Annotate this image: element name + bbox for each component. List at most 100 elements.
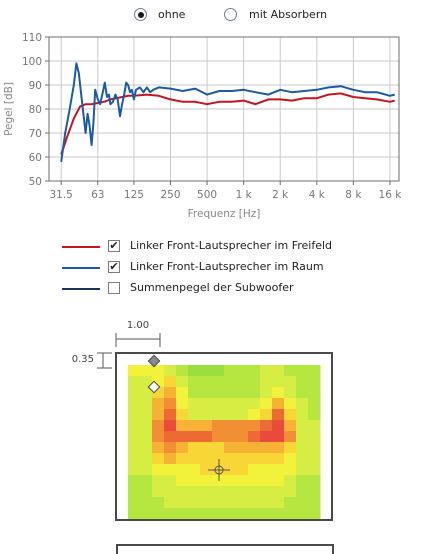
heatmap-cell: [308, 453, 321, 465]
heatmap-cell: [176, 497, 189, 509]
heatmap-cell: [212, 475, 225, 487]
heatmap-cell: [284, 475, 297, 487]
heatmap-cell: [260, 508, 273, 520]
heatmap-cell: [176, 486, 189, 498]
heatmap-cell: [248, 497, 261, 509]
heatmap-cell: [260, 475, 273, 487]
heatmap-cell: [212, 376, 225, 388]
heatmap-cell: [152, 508, 165, 520]
heatmap-cell: [296, 409, 309, 421]
heatmap-cell: [248, 475, 261, 487]
series-line-0: [60, 92, 395, 155]
heatmap-cell: [236, 409, 249, 421]
heatmap-cell: [176, 387, 189, 399]
heatmap-cell: [188, 376, 201, 388]
heatmap-cell: [308, 442, 321, 454]
plot-frame: [48, 36, 400, 182]
heatmap-cell: [128, 475, 141, 487]
heatmap-cell: [236, 508, 249, 520]
heatmap-cell: [164, 464, 177, 476]
heatmap-cell: [272, 464, 285, 476]
heatmap-cell: [164, 497, 177, 509]
heatmap-cell: [260, 387, 273, 399]
heatmap-cell: [212, 508, 225, 520]
x-tick-label: 500: [197, 189, 217, 201]
x-tick-label: 250: [160, 189, 180, 201]
heatmap-cell: [188, 497, 201, 509]
heatmap-cell: [188, 365, 201, 377]
heatmap-cell: [296, 398, 309, 410]
heatmap-cell: [260, 398, 273, 410]
heatmap-cell: [128, 453, 141, 465]
heatmap-cell: [128, 387, 141, 399]
heatmap-cell: [200, 398, 213, 410]
heatmap-cell: [200, 497, 213, 509]
radio-mit-absorbern[interactable]: [224, 8, 237, 21]
heatmap-cell: [236, 486, 249, 498]
heatmap-cell: [308, 420, 321, 432]
heatmap-cell: [236, 398, 249, 410]
heatmap-cell: [284, 464, 297, 476]
height-dimension-label: 0.35: [72, 354, 94, 365]
heatmap-cell: [164, 365, 177, 377]
heatmap-cell: [296, 453, 309, 465]
y-tick-label: 100: [22, 56, 42, 68]
heatmap-cell: [248, 409, 261, 421]
heatmap-cell: [260, 464, 273, 476]
heatmap-cell: [212, 387, 225, 399]
heatmap-cell: [284, 420, 297, 432]
heatmap-cell: [248, 508, 261, 520]
heatmap-cell: [260, 453, 273, 465]
legend-item-subwoofer: Summenpegel der Subwoofer: [60, 280, 400, 298]
heatmap-cell: [236, 365, 249, 377]
heatmap-cell: [188, 486, 201, 498]
radio-ohne-label: ohne: [158, 8, 186, 21]
y-tick-label: 90: [29, 80, 42, 92]
heatmap-cell: [296, 508, 309, 520]
heatmap-cell: [140, 376, 153, 388]
heatmap-cell: [176, 464, 189, 476]
heatmap-cell: [164, 420, 177, 432]
heatmap-cell: [140, 442, 153, 454]
heatmap-cell: [296, 442, 309, 454]
x-tick-label: 4 k: [309, 189, 326, 201]
heatmap-cell: [188, 431, 201, 443]
heatmap-cell: [212, 486, 225, 498]
heatmap-cell: [224, 442, 237, 454]
speaker-marker: [147, 380, 161, 394]
legend-checkbox-subwoofer[interactable]: [108, 282, 120, 294]
mode-radio-group: ohne mit Absorbern: [0, 6, 436, 26]
heatmap-cell: [296, 431, 309, 443]
heatmap-cell: [140, 475, 153, 487]
heatmap-cell: [308, 398, 321, 410]
heatmap-cell: [224, 486, 237, 498]
heatmap-cell: [140, 409, 153, 421]
heatmap-cell: [224, 475, 237, 487]
heatmap-cell: [140, 464, 153, 476]
heatmap-cell: [284, 431, 297, 443]
legend-checkbox-freifeld[interactable]: ✔: [108, 239, 120, 252]
heatmap-cell: [164, 508, 177, 520]
heatmap-cell: [212, 398, 225, 410]
heatmap-cell: [308, 464, 321, 476]
heatmap-cell: [128, 464, 141, 476]
heatmap-cell: [260, 442, 273, 454]
heatmap-cell: [236, 442, 249, 454]
radio-ohne[interactable]: [134, 8, 147, 21]
heatmap-cell: [236, 431, 249, 443]
heatmap-cell: [284, 365, 297, 377]
heatmap-cell: [296, 486, 309, 498]
heatmap-cell: [260, 420, 273, 432]
heatmap-cell: [212, 497, 225, 509]
heatmap-cell: [296, 420, 309, 432]
heatmap-cell: [152, 475, 165, 487]
heatmap-cell: [188, 387, 201, 399]
heatmap-cell: [200, 508, 213, 520]
heatmap-cell: [164, 486, 177, 498]
heatmap-cell: [236, 464, 249, 476]
legend-checkbox-raum[interactable]: ✔: [108, 260, 120, 273]
heatmap-cell: [152, 486, 165, 498]
heatmap-cell: [212, 431, 225, 443]
heatmap-cell: [176, 409, 189, 421]
heatmap-cell: [128, 376, 141, 388]
